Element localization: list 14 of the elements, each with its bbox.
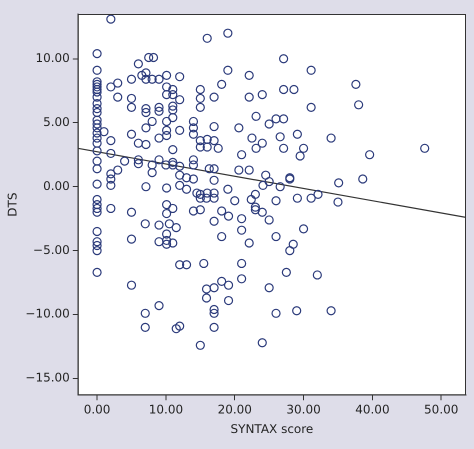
y-axis-title: DTS bbox=[5, 192, 20, 217]
x-axis-title: SYNTAX score bbox=[230, 422, 314, 436]
y-tick-label: −10.00 bbox=[25, 306, 70, 321]
y-tick-label: −15.00 bbox=[25, 370, 70, 385]
y-tick-label: 0.00 bbox=[43, 178, 70, 193]
x-tick-label: 0.00 bbox=[84, 402, 110, 417]
x-tick-label: 10.00 bbox=[148, 402, 184, 417]
x-tick-label: 40.00 bbox=[355, 402, 390, 417]
x-tick-label: 50.00 bbox=[424, 402, 458, 417]
y-tick-label: 5.00 bbox=[43, 114, 70, 129]
y-tick-label: 10.00 bbox=[35, 50, 70, 65]
y-tick-label: −5.00 bbox=[33, 242, 70, 257]
x-tick-label: 30.00 bbox=[286, 402, 321, 417]
x-tick-label: 20.00 bbox=[218, 402, 252, 417]
